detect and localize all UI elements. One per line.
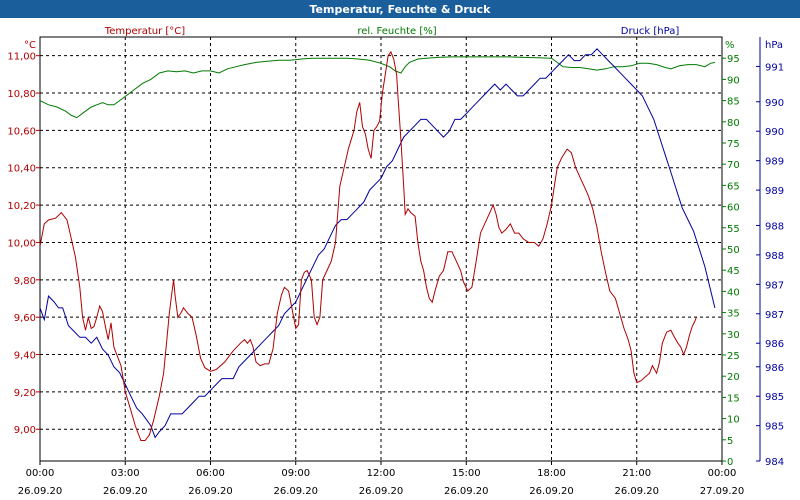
temperature-tick-label: 10,20: [7, 201, 36, 212]
x-tick-date-label: 26.09.20: [359, 486, 404, 497]
temperature-axis-label: Temperatur [°C]: [104, 26, 185, 37]
temperature-unit-label: °C: [24, 40, 36, 51]
pressure-tick-label: 989: [765, 157, 784, 168]
humidity-tick-label: 20: [727, 372, 740, 383]
humidity-tick-label: 85: [727, 97, 740, 108]
humidity-tick-label: 65: [727, 181, 740, 192]
tick-marks: [36, 37, 761, 465]
pressure-tick-label: 985: [765, 392, 784, 403]
humidity-tick-label: 25: [727, 351, 740, 362]
pressure-tick-label: 989: [765, 186, 784, 197]
chart-title-bar: Temperatur, Feuchte & Druck: [0, 0, 800, 18]
temperature-tick-label: 11,00: [7, 52, 36, 63]
x-tick-time-label: 03:00: [111, 468, 140, 479]
x-tick-time-label: 21:00: [622, 468, 651, 479]
humidity-tick-label: 30: [727, 330, 740, 341]
humidity-tick-label: 60: [727, 203, 740, 214]
x-tick-time-label: 09:00: [281, 468, 310, 479]
humidity-tick-label: 95: [727, 54, 740, 65]
humidity-tick-label: 50: [727, 245, 740, 256]
temperature-tick-label: 10,60: [7, 126, 36, 137]
humidity-tick-label: 15: [727, 393, 740, 404]
temperature-tick-label: 10,80: [7, 89, 36, 100]
temperature-tick-label: 9,60: [14, 313, 36, 324]
x-tick-date-label: 26.09.20: [529, 486, 574, 497]
humidity-tick-label: 75: [727, 139, 740, 150]
pressure-unit-label: hPa: [765, 40, 783, 51]
pressure-tick-label: 988: [765, 251, 784, 262]
temperature-series-line: [39, 50, 697, 441]
pressure-tick-label: 990: [765, 127, 784, 138]
humidity-axis-label: rel. Feuchte [%]: [357, 26, 436, 37]
pressure-tick-label: 986: [765, 339, 784, 350]
x-tick-time-label: 12:00: [367, 468, 396, 479]
x-tick-time-label: 00:00: [708, 468, 737, 479]
pressure-tick-label: 986: [765, 363, 784, 374]
humidity-tick-label: 80: [727, 118, 740, 129]
humidity-tick-label: 0: [727, 457, 733, 468]
humidity-tick-label: 5: [727, 436, 733, 447]
humidity-tick-label: 35: [727, 309, 740, 320]
humidity-tick-label: 40: [727, 287, 740, 298]
temperature-tick-label: 10,00: [7, 238, 36, 249]
x-tick-time-label: 15:00: [452, 468, 481, 479]
temperature-tick-label: 9,00: [14, 425, 36, 436]
humidity-unit-label: %: [725, 40, 735, 51]
grid-lines: [40, 37, 722, 461]
humidity-tick-label: 55: [727, 224, 740, 235]
temperature-tick-label: 9,80: [14, 276, 36, 287]
pressure-tick-label: 987: [765, 310, 784, 321]
x-tick-date-label: 26.09.20: [614, 486, 659, 497]
x-tick-date-label: 27.09.20: [700, 486, 745, 497]
x-tick-time-label: 18:00: [537, 468, 566, 479]
humidity-tick-label: 90: [727, 75, 740, 86]
temperature-tick-label: 9,40: [14, 351, 36, 362]
x-tick-date-label: 26.09.20: [444, 486, 489, 497]
humidity-tick-label: 45: [727, 266, 740, 277]
humidity-tick-label: 70: [727, 160, 740, 171]
pressure-tick-label: 984: [765, 457, 784, 468]
x-tick-date-label: 26.09.20: [18, 486, 63, 497]
pressure-tick-label: 987: [765, 280, 784, 291]
pressure-tick-label: 990: [765, 98, 784, 109]
x-tick-date-label: 26.09.20: [273, 486, 318, 497]
temperature-tick-label: 9,20: [14, 388, 36, 399]
x-tick-date-label: 26.09.20: [103, 486, 148, 497]
series-lines: [39, 48, 716, 441]
pressure-tick-label: 988: [765, 221, 784, 232]
humidity-tick-label: 10: [727, 415, 740, 426]
x-tick-time-label: 00:00: [26, 468, 55, 479]
pressure-tick-label: 985: [765, 422, 784, 433]
chart-title: Temperatur, Feuchte & Druck: [309, 2, 491, 16]
pressure-axis-label: Druck [hPa]: [621, 26, 680, 37]
pressure-series-line: [39, 48, 716, 439]
x-tick-date-label: 26.09.20: [188, 486, 233, 497]
x-tick-time-label: 06:00: [196, 468, 225, 479]
humidity-series-line: [39, 56, 716, 119]
temperature-tick-label: 10,40: [7, 164, 36, 175]
pressure-tick-label: 991: [765, 62, 784, 73]
